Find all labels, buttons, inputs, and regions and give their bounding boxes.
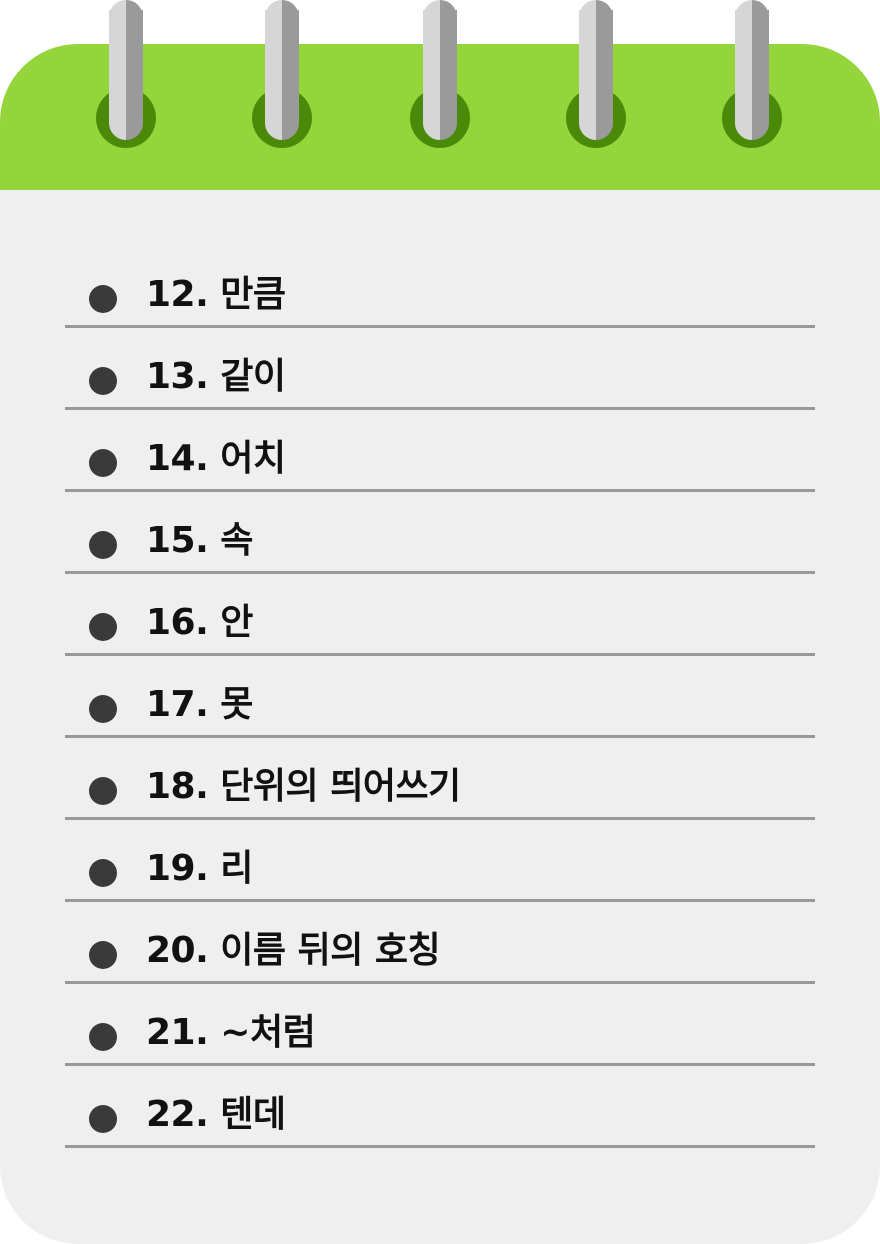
item-label: 18. 단위의 띄어쓰기 xyxy=(146,766,461,807)
bullet-icon xyxy=(89,859,117,887)
bullet-icon xyxy=(89,777,117,805)
bullet-icon xyxy=(89,531,117,559)
bullet-icon xyxy=(89,1105,117,1133)
item-label: 14. 어치 xyxy=(146,438,286,479)
bullet-icon xyxy=(89,449,117,477)
item-label: 17. 못 xyxy=(146,684,253,725)
topic-list: 12. 만큼 13. 같이 14. 어치 15. 속 16. 안 17. 못 xyxy=(65,274,815,1192)
list-item: 14. 어치 xyxy=(65,410,815,492)
list-item: 22. 텐데 xyxy=(65,1066,815,1148)
item-label: 12. 만큼 xyxy=(146,274,286,315)
bullet-icon xyxy=(89,613,117,641)
item-label: 21. ~처럼 xyxy=(146,1012,316,1053)
item-label: 22. 텐데 xyxy=(146,1094,286,1135)
item-label: 15. 속 xyxy=(146,520,253,561)
bullet-icon xyxy=(89,285,117,313)
list-item: 15. 속 xyxy=(65,492,815,574)
item-label: 19. 리 xyxy=(146,848,253,889)
bullet-icon xyxy=(89,1023,117,1051)
list-item: 17. 못 xyxy=(65,656,815,738)
item-label: 16. 안 xyxy=(146,602,253,643)
list-item: 21. ~처럼 xyxy=(65,984,815,1066)
item-label: 20. 이름 뒤의 호칭 xyxy=(146,930,441,971)
item-label: 13. 같이 xyxy=(146,356,286,397)
bullet-icon xyxy=(89,695,117,723)
notebook-header-band xyxy=(0,44,880,190)
list-item: 19. 리 xyxy=(65,820,815,902)
list-item: 18. 단위의 띄어쓰기 xyxy=(65,738,815,820)
list-item: 16. 안 xyxy=(65,574,815,656)
bullet-icon xyxy=(89,941,117,969)
notebook-paper: 12. 만큼 13. 같이 14. 어치 15. 속 16. 안 17. 못 xyxy=(0,44,880,1244)
list-item: 12. 만큼 xyxy=(65,246,815,328)
list-item: 13. 같이 xyxy=(65,328,815,410)
bullet-icon xyxy=(89,367,117,395)
list-item: 20. 이름 뒤의 호칭 xyxy=(65,902,815,984)
